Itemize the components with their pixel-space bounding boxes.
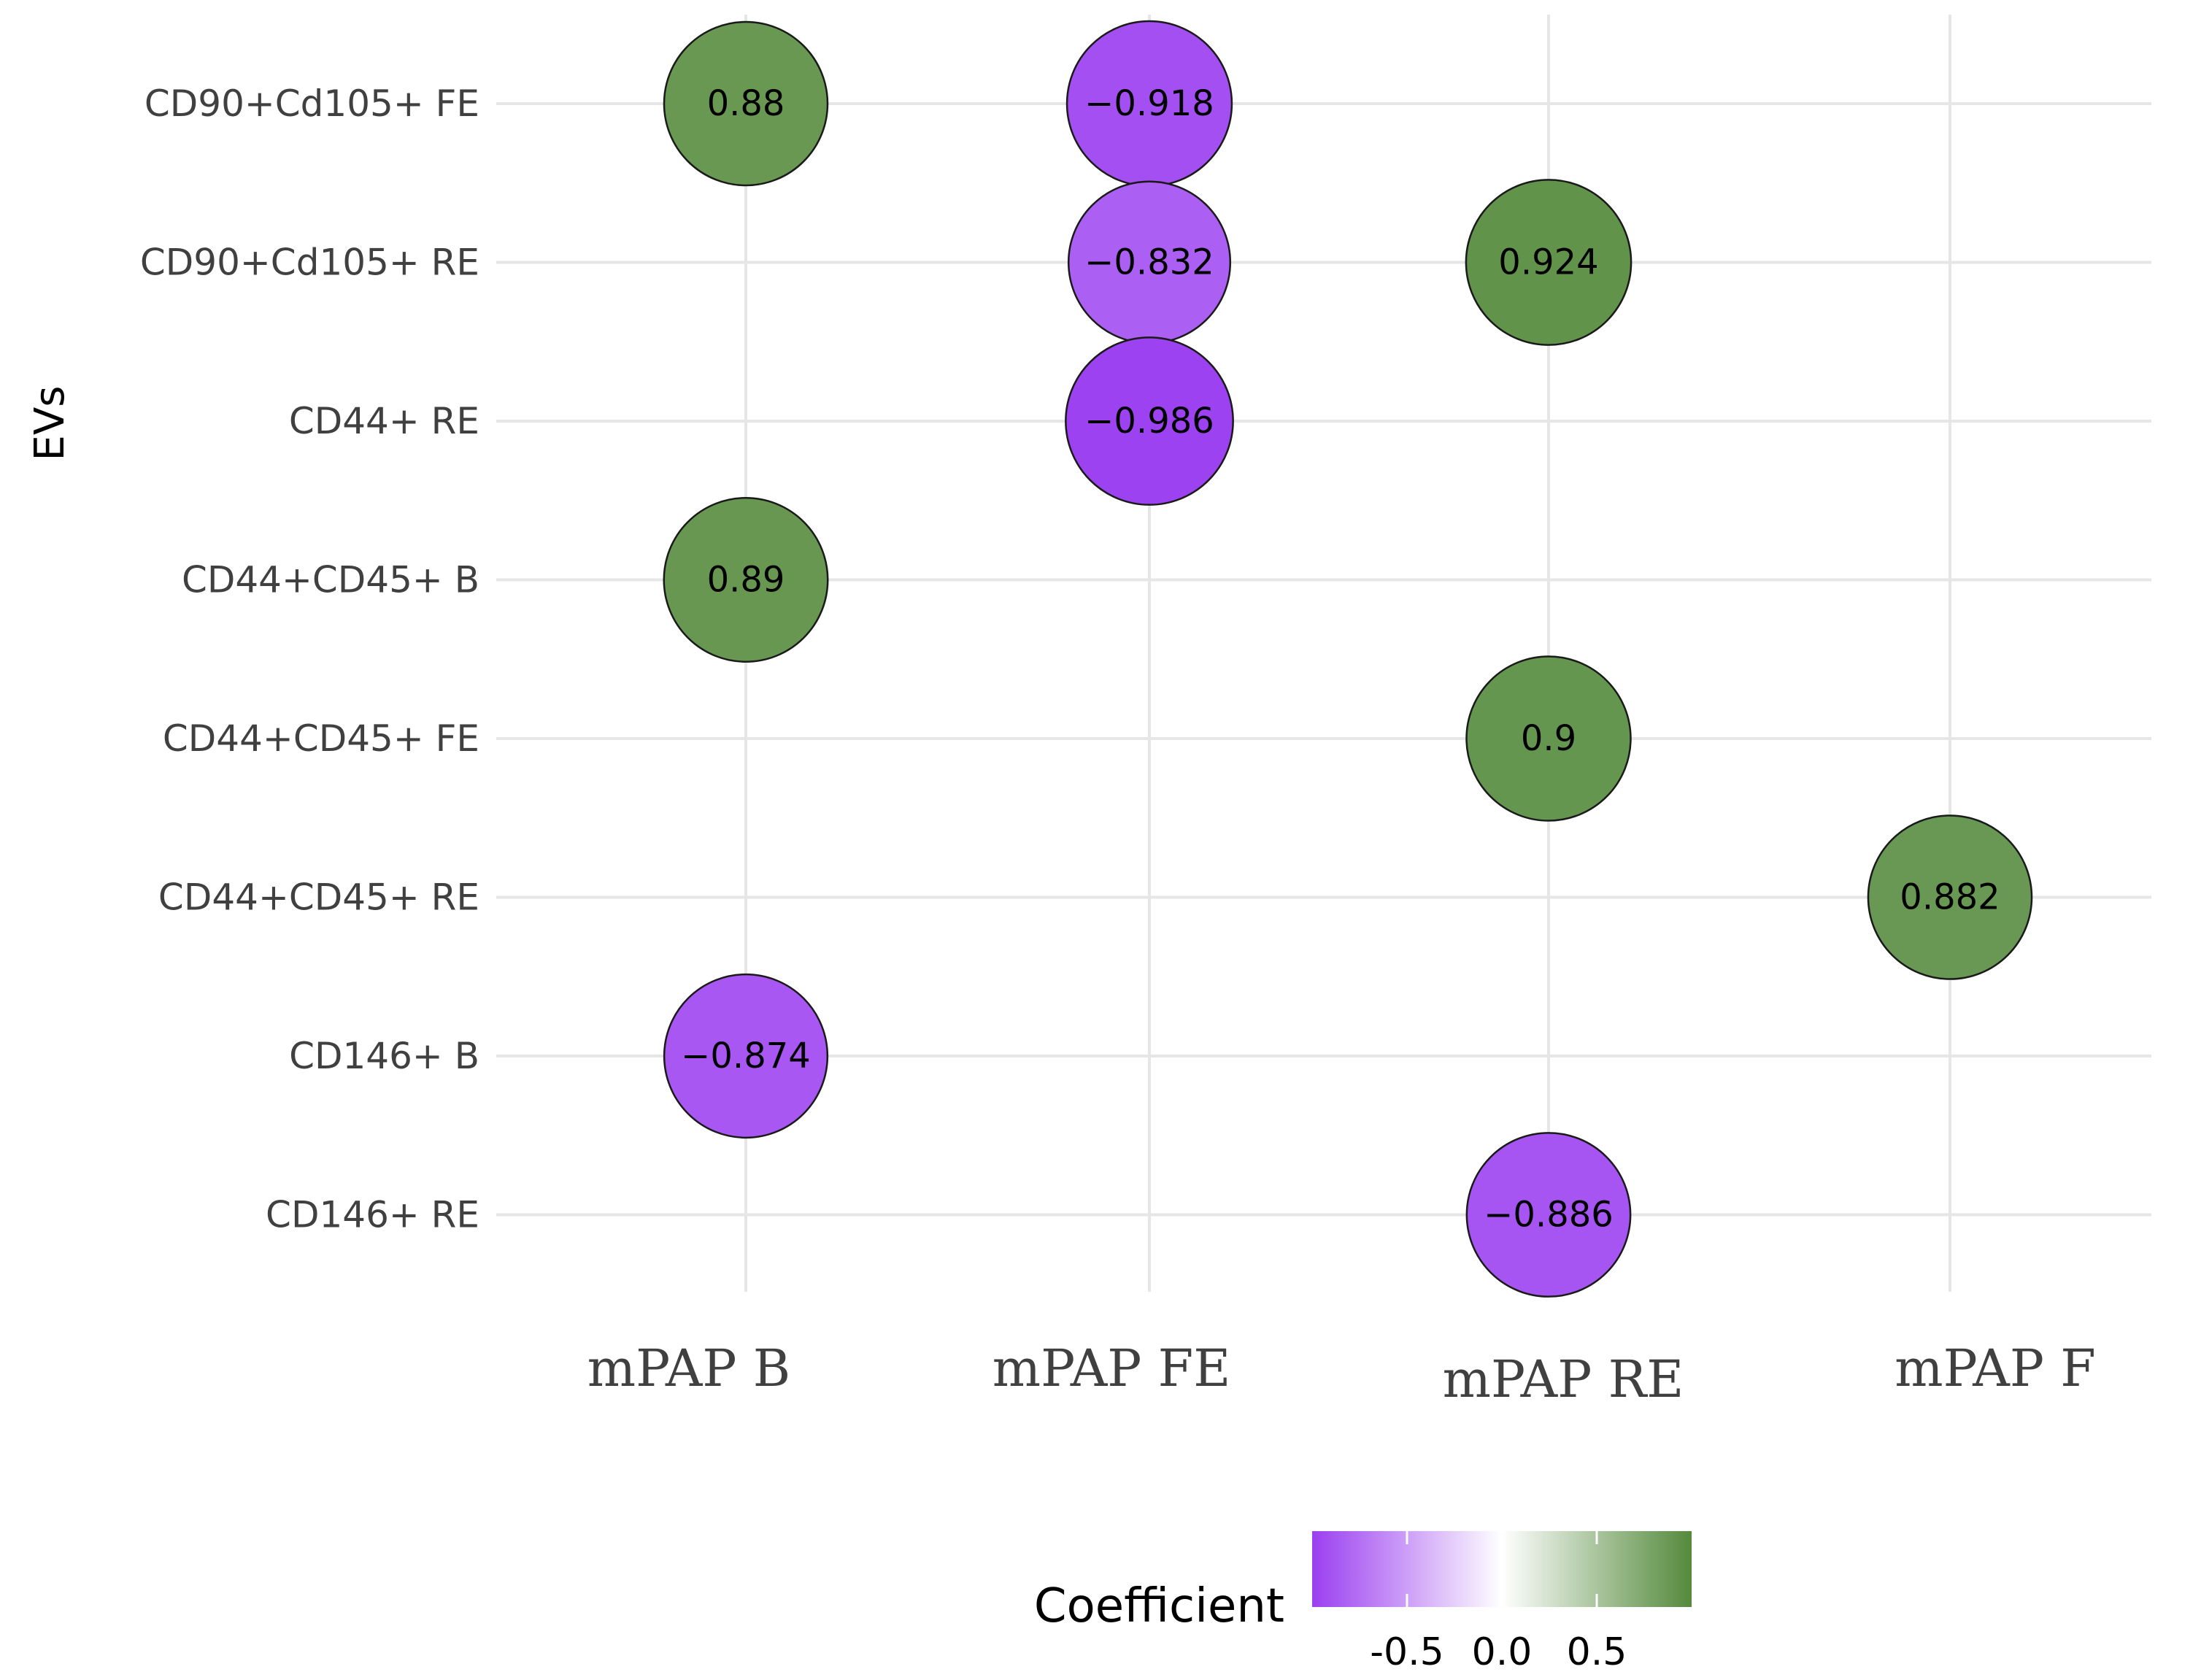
point-cd90-cd105-re-mpap-re xyxy=(1465,179,1633,346)
x-tick-mpap-re: mPAP RE xyxy=(1443,1349,1684,1409)
point-label-cd90-cd105-re-mpap-fe: −0.832 xyxy=(1084,242,1214,283)
data-labels: 0.88 −0.918 −0.832 0.924 −0.986 0.89 0.9 0.882 −… xyxy=(681,83,2000,1236)
y-tick-cd44-cd45-re: CD44+CD45+ RE xyxy=(158,876,479,919)
x-tick-mpap-fe: mPAP FE xyxy=(992,1338,1231,1398)
data-points xyxy=(663,20,2033,1298)
point-label-cd90-cd105-re-mpap-re: 0.924 xyxy=(1498,242,1598,283)
y-tick-cd44-re: CD44+ RE xyxy=(289,400,479,442)
point-cd146-b-mpap-b xyxy=(663,973,829,1139)
legend-tick-label-2: 0.5 xyxy=(1567,1630,1627,1674)
x-axis-ticks: mPAP B mPAP FE mPAP RE mPAP F xyxy=(587,1338,2096,1409)
x-tick-mpap-f: mPAP F xyxy=(1894,1338,2096,1398)
point-cd90-cd105-fe-mpap-b xyxy=(663,20,829,187)
y-tick-cd44-cd45-b: CD44+CD45+ B xyxy=(182,559,479,601)
point-label-cd44-cd45-b-mpap-b: 0.89 xyxy=(707,560,785,601)
y-axis-ticks: CD90+Cd105+ FE CD90+Cd105+ RE CD44+ RE CD44… xyxy=(140,82,479,1236)
y-tick-cd146-b: CD146+ B xyxy=(289,1035,479,1077)
legend-title: Coefficient xyxy=(1034,1579,1284,1633)
point-label-cd44-cd45-fe-mpap-re: 0.9 xyxy=(1521,718,1576,759)
x-tick-mpap-b: mPAP B xyxy=(587,1338,790,1398)
y-axis-label: EVs xyxy=(26,386,74,461)
y-tick-cd90-cd105-re: CD90+Cd105+ RE xyxy=(140,242,479,284)
point-cd44-re-mpap-fe xyxy=(1065,336,1234,506)
legend-tick-label-0: -0.5 xyxy=(1370,1630,1443,1674)
point-label-cd90-cd105-fe-mpap-b: 0.88 xyxy=(707,83,785,124)
legend-tick-label-1: 0.0 xyxy=(1472,1630,1533,1674)
point-label-cd146-re-mpap-re: −0.886 xyxy=(1484,1195,1614,1236)
y-tick-cd44-cd45-fe: CD44+CD45+ FE xyxy=(163,717,479,760)
point-label-cd146-b-mpap-b: −0.874 xyxy=(681,1036,811,1076)
point-cd44-cd45-fe-mpap-re xyxy=(1465,655,1632,822)
y-tick-cd90-cd105-fe: CD90+Cd105+ FE xyxy=(144,82,479,125)
legend: Coefficient -0.5 0.0 0.5 xyxy=(1034,1531,1692,1674)
legend-ticks: -0.5 0.0 0.5 xyxy=(1370,1531,1627,1674)
point-cd44-cd45-b-mpap-b xyxy=(663,497,829,663)
point-label-cd90-cd105-fe-mpap-fe: −0.918 xyxy=(1084,83,1214,124)
point-cd146-re-mpap-re xyxy=(1465,1132,1632,1298)
point-label-cd44-re-mpap-fe: −0.986 xyxy=(1084,401,1214,442)
y-tick-cd146-re: CD146+ RE xyxy=(266,1194,479,1236)
point-label-cd44-cd45-re-mpap-f: 0.882 xyxy=(1900,877,2000,918)
point-cd44-cd45-re-mpap-f xyxy=(1867,814,2033,980)
